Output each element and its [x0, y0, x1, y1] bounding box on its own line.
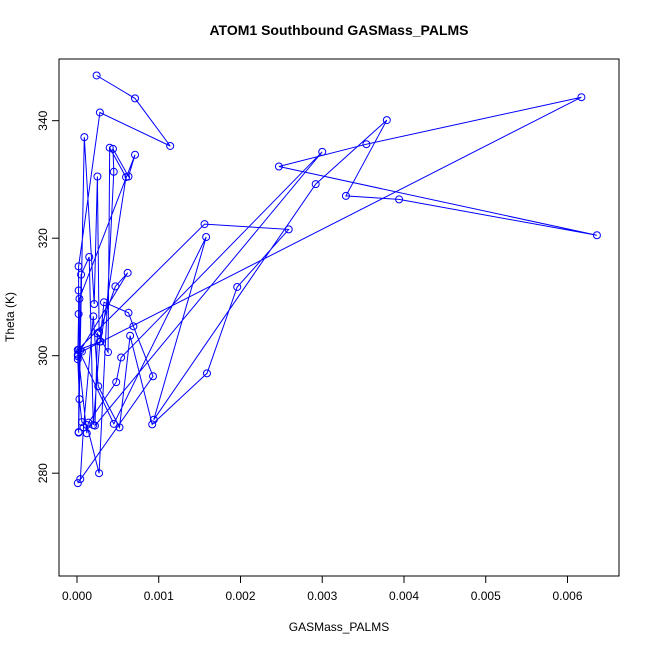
x-tick-label: 0.006 — [552, 589, 582, 603]
x-tick-label: 0.004 — [389, 589, 419, 603]
x-tick-label: 0.003 — [307, 589, 337, 603]
data-point — [131, 94, 140, 103]
data-point — [79, 423, 88, 432]
data-point — [149, 415, 158, 424]
y-tick-label: 280 — [36, 463, 50, 483]
data-point — [73, 355, 82, 364]
data-point — [148, 420, 157, 429]
series-line — [77, 75, 598, 484]
data-point — [129, 322, 138, 331]
data-point — [89, 312, 98, 321]
data-point — [93, 172, 102, 181]
data-point — [74, 428, 83, 437]
data-point — [92, 71, 101, 80]
data-point — [284, 225, 293, 234]
data-point — [311, 180, 320, 189]
data-point — [75, 395, 84, 404]
data-point — [318, 147, 327, 156]
data-point — [124, 308, 133, 317]
data-point — [99, 298, 108, 307]
chart-title: ATOM1 Southbound GASMass_PALMS — [209, 22, 468, 38]
data-point — [77, 270, 86, 279]
data-point — [577, 93, 586, 102]
series-polyline — [77, 75, 598, 484]
data-point — [341, 191, 350, 200]
data-point — [85, 252, 94, 261]
data-point — [166, 141, 175, 150]
data-point — [202, 233, 211, 242]
data-point — [95, 328, 104, 337]
data-point — [149, 372, 158, 381]
data-point — [90, 299, 99, 308]
x-tick-label: 0.000 — [62, 589, 92, 603]
data-point — [126, 331, 135, 340]
x-axis-label: GASMass_PALMS — [289, 620, 389, 634]
data-point — [274, 162, 283, 171]
data-point — [112, 378, 121, 387]
data-point — [131, 150, 140, 159]
data-point — [382, 116, 391, 125]
data-point — [84, 418, 93, 427]
data-point — [104, 348, 113, 357]
data-point — [105, 143, 114, 152]
data-point — [117, 353, 126, 362]
data-point — [75, 294, 84, 303]
data-point — [200, 220, 209, 229]
y-axis-label: Theta (K) — [3, 292, 17, 342]
data-points — [73, 71, 601, 488]
data-point — [82, 429, 91, 438]
x-tick-label: 0.005 — [471, 589, 501, 603]
x-tick-label: 0.002 — [225, 589, 255, 603]
data-point — [73, 479, 82, 488]
data-point — [109, 167, 118, 176]
data-point — [202, 369, 211, 378]
data-point — [76, 475, 85, 484]
data-point — [80, 133, 89, 142]
data-point — [90, 421, 99, 430]
x-tick-label: 0.001 — [144, 589, 174, 603]
data-point — [74, 262, 83, 271]
data-point — [233, 282, 242, 291]
data-point — [74, 286, 83, 295]
y-tick-label: 320 — [36, 228, 50, 248]
data-point — [115, 423, 124, 432]
y-tick-label: 300 — [36, 345, 50, 365]
data-point — [77, 347, 86, 356]
data-point — [123, 268, 132, 277]
y-axis: 280 300 320 340 — [36, 110, 60, 483]
data-point — [108, 144, 117, 153]
data-point — [111, 282, 120, 291]
data-point — [362, 140, 371, 149]
data-point — [395, 195, 404, 204]
data-point — [93, 329, 102, 338]
x-axis: 0.000 0.001 0.002 0.003 0.004 0.005 0.006 — [62, 575, 583, 603]
y-tick-label: 340 — [36, 110, 50, 130]
data-point — [592, 231, 601, 240]
data-point — [96, 337, 105, 346]
data-point — [95, 108, 104, 117]
data-point — [74, 309, 83, 318]
data-point — [94, 382, 103, 391]
data-point — [122, 173, 131, 182]
plot-frame — [58, 58, 620, 577]
data-point — [109, 419, 118, 428]
data-point — [95, 469, 104, 478]
